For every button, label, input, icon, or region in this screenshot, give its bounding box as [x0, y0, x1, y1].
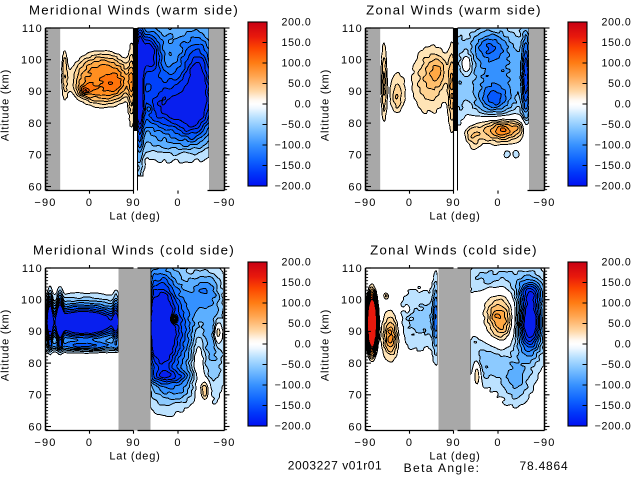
svg-text:100: 100 [341, 55, 363, 67]
svg-text:80: 80 [28, 358, 43, 370]
svg-text:90: 90 [348, 326, 363, 338]
svg-text:Lat (deg): Lat (deg) [429, 451, 480, 463]
svg-text:100.0: 100.0 [601, 57, 631, 69]
svg-text:−200.0: −200.0 [595, 180, 632, 192]
svg-text:80: 80 [348, 358, 363, 370]
svg-text:−50.0: −50.0 [281, 119, 311, 131]
svg-text:−90: −90 [533, 437, 555, 449]
svg-text:150.0: 150.0 [601, 277, 631, 289]
svg-text:−90: −90 [34, 197, 56, 209]
svg-text:200.0: 200.0 [281, 16, 311, 28]
svg-text:80: 80 [348, 118, 363, 130]
svg-text:110: 110 [342, 23, 363, 35]
svg-text:−200.0: −200.0 [275, 180, 312, 192]
svg-text:−150.0: −150.0 [595, 160, 632, 172]
svg-text:−150.0: −150.0 [275, 400, 312, 412]
svg-text:Zonal Winds (cold side): Zonal Winds (cold side) [370, 243, 538, 258]
svg-text:−90: −90 [213, 197, 235, 209]
svg-text:−100.0: −100.0 [275, 139, 312, 151]
svg-text:Altitude (km): Altitude (km) [320, 309, 332, 381]
svg-text:−90: −90 [354, 437, 376, 449]
svg-text:50.0: 50.0 [608, 78, 631, 90]
svg-text:90: 90 [446, 437, 461, 449]
svg-text:−100.0: −100.0 [275, 379, 312, 391]
svg-text:Meridional Winds (cold side): Meridional Winds (cold side) [33, 243, 235, 258]
svg-text:100.0: 100.0 [601, 297, 631, 309]
svg-text:100: 100 [21, 55, 43, 67]
svg-text:−150.0: −150.0 [275, 160, 312, 172]
svg-text:−50.0: −50.0 [601, 359, 631, 371]
svg-text:Lat (deg): Lat (deg) [109, 451, 160, 463]
svg-text:2003227 v01r01: 2003227 v01r01 [288, 459, 382, 473]
svg-text:78.4864: 78.4864 [520, 459, 569, 473]
svg-text:−150.0: −150.0 [595, 400, 632, 412]
svg-text:−100.0: −100.0 [595, 139, 632, 151]
svg-text:70: 70 [348, 390, 363, 402]
svg-text:50.0: 50.0 [288, 78, 311, 90]
svg-text:70: 70 [28, 390, 43, 402]
svg-text:110: 110 [22, 23, 43, 35]
svg-text:−90: −90 [34, 437, 56, 449]
svg-text:90: 90 [446, 197, 461, 209]
svg-text:100.0: 100.0 [281, 57, 311, 69]
svg-text:0: 0 [494, 197, 501, 209]
svg-text:80: 80 [28, 118, 43, 130]
svg-text:200.0: 200.0 [601, 16, 631, 28]
svg-text:Lat (deg): Lat (deg) [429, 211, 480, 223]
svg-text:200.0: 200.0 [281, 256, 311, 268]
svg-text:60: 60 [28, 421, 43, 433]
svg-text:−50.0: −50.0 [601, 119, 631, 131]
svg-text:50.0: 50.0 [288, 318, 311, 330]
svg-text:Altitude (km): Altitude (km) [0, 69, 12, 141]
svg-text:150.0: 150.0 [281, 37, 311, 49]
svg-text:150.0: 150.0 [281, 277, 311, 289]
svg-text:90: 90 [126, 197, 141, 209]
svg-text:60: 60 [28, 181, 43, 193]
svg-text:0: 0 [86, 197, 93, 209]
svg-text:Beta Angle:: Beta Angle: [404, 461, 481, 475]
svg-text:70: 70 [28, 150, 43, 162]
svg-text:0: 0 [86, 437, 93, 449]
svg-text:−90: −90 [533, 197, 555, 209]
svg-text:0: 0 [406, 197, 413, 209]
svg-text:Meridional Winds (warm side): Meridional Winds (warm side) [29, 3, 239, 18]
svg-text:110: 110 [22, 263, 43, 275]
svg-text:0: 0 [174, 437, 181, 449]
svg-text:90: 90 [28, 326, 43, 338]
svg-text:150.0: 150.0 [601, 37, 631, 49]
svg-text:90: 90 [28, 86, 43, 98]
svg-text:70: 70 [348, 150, 363, 162]
svg-text:−100.0: −100.0 [595, 379, 632, 391]
svg-text:0: 0 [174, 197, 181, 209]
svg-text:100: 100 [341, 295, 363, 307]
svg-text:60: 60 [348, 421, 363, 433]
svg-text:0.0: 0.0 [295, 98, 312, 110]
svg-text:200.0: 200.0 [601, 256, 631, 268]
svg-text:100: 100 [21, 295, 43, 307]
svg-text:60: 60 [348, 181, 363, 193]
svg-text:0.0: 0.0 [615, 98, 632, 110]
svg-text:−90: −90 [354, 197, 376, 209]
svg-text:0: 0 [406, 437, 413, 449]
svg-text:−90: −90 [213, 437, 235, 449]
svg-text:0.0: 0.0 [295, 338, 312, 350]
svg-text:−200.0: −200.0 [595, 420, 632, 432]
svg-text:0.0: 0.0 [615, 338, 632, 350]
svg-text:110: 110 [342, 263, 363, 275]
svg-text:90: 90 [126, 437, 141, 449]
svg-text:−200.0: −200.0 [275, 420, 312, 432]
svg-text:90: 90 [348, 86, 363, 98]
svg-text:0: 0 [494, 437, 501, 449]
svg-text:50.0: 50.0 [608, 318, 631, 330]
svg-text:100.0: 100.0 [281, 297, 311, 309]
svg-text:Lat (deg): Lat (deg) [109, 211, 160, 223]
svg-text:Altitude (km): Altitude (km) [320, 69, 332, 141]
svg-text:Altitude (km): Altitude (km) [0, 309, 12, 381]
svg-text:−50.0: −50.0 [281, 359, 311, 371]
svg-text:Zonal Winds (warm side): Zonal Winds (warm side) [366, 3, 542, 18]
